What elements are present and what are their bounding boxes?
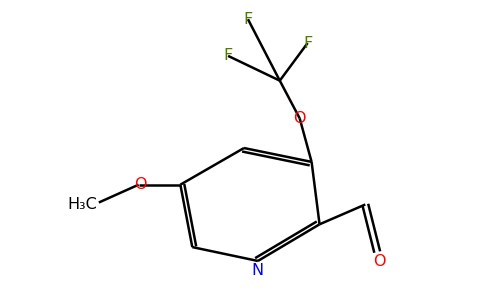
Text: F: F <box>303 35 312 50</box>
Text: O: O <box>373 254 385 269</box>
Text: F: F <box>243 12 253 27</box>
Text: F: F <box>224 48 233 63</box>
Text: O: O <box>293 111 306 126</box>
Text: N: N <box>252 263 264 278</box>
Text: H₃C: H₃C <box>67 197 97 212</box>
Text: O: O <box>135 177 147 192</box>
